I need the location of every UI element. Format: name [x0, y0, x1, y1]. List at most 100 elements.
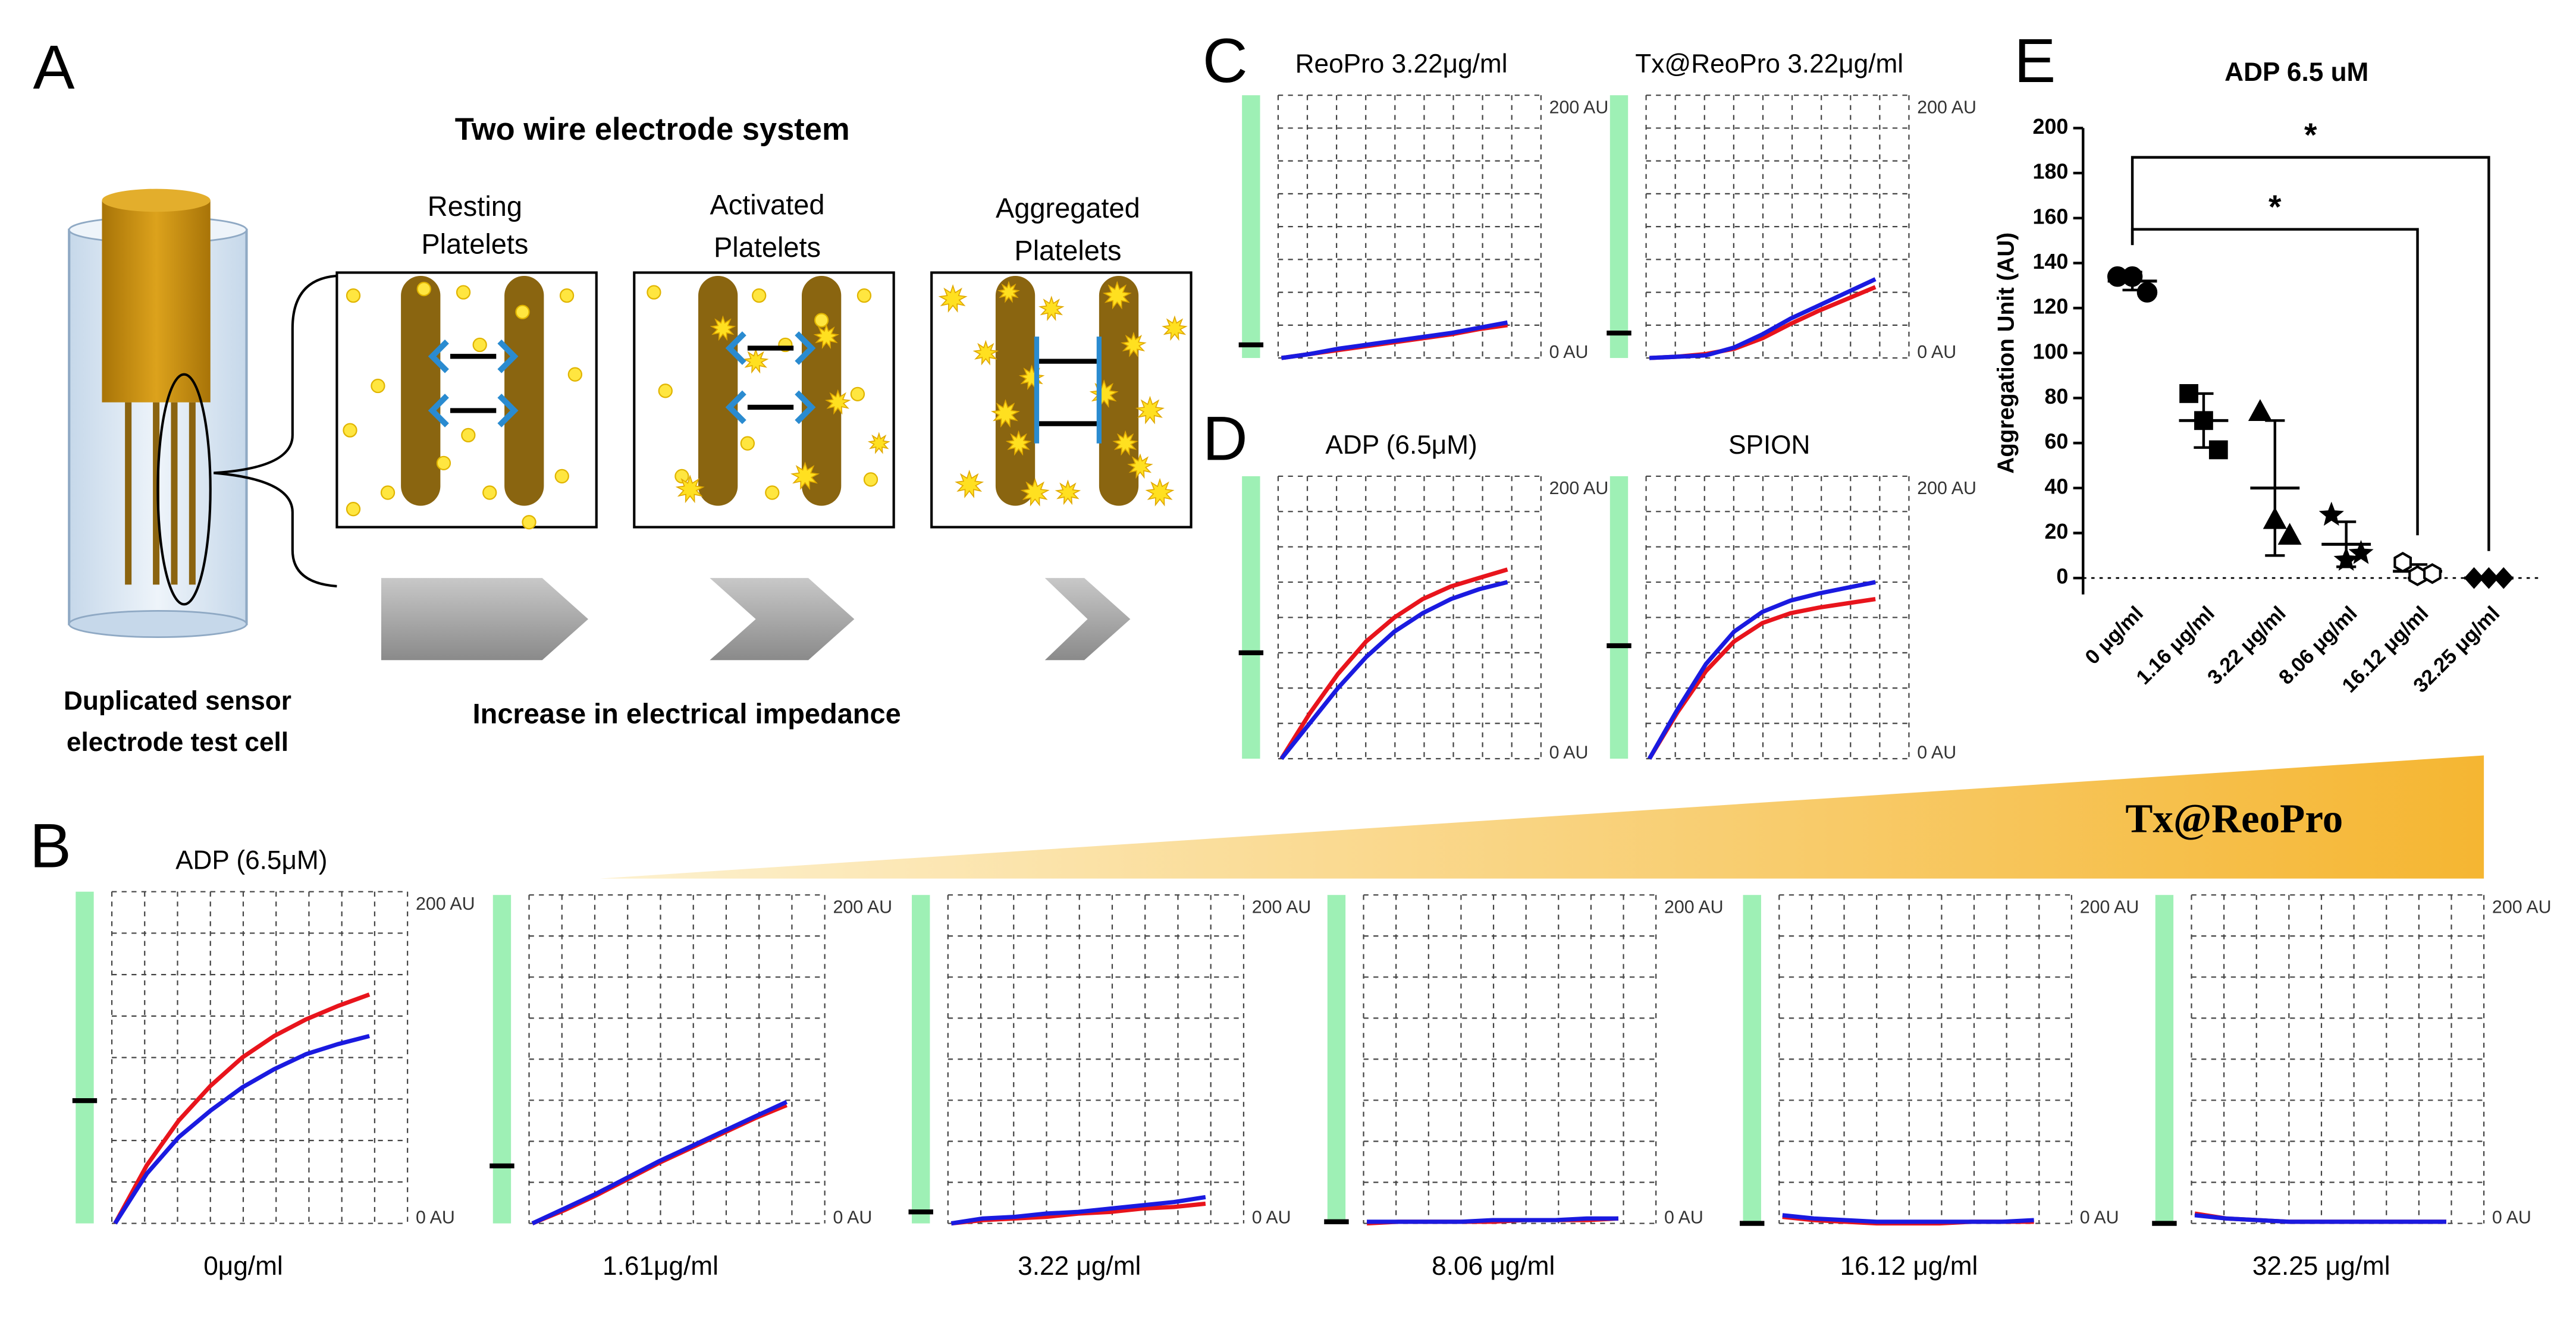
trace-title: ADP (6.5μM)	[1325, 430, 1477, 460]
trace-panel: 0 AU 200 AU ReoPro 3.22μg/ml	[1238, 49, 1608, 362]
binding	[725, 390, 816, 425]
activated-platelet	[867, 432, 890, 454]
y-tick-label: 0	[2056, 565, 2068, 589]
activated-platelet	[1121, 331, 1147, 357]
activated-platelet	[1145, 477, 1175, 507]
stage-label: Platelets	[714, 231, 821, 263]
platelet	[346, 502, 361, 517]
stage-label: Platelets	[1014, 235, 1121, 266]
data-point	[2136, 282, 2158, 303]
trace-line	[1279, 567, 1508, 760]
platelet	[647, 285, 661, 300]
binding	[428, 340, 519, 373]
level-bar	[1242, 476, 1260, 759]
y-tick-label: 200 AU	[1917, 478, 1976, 498]
significance-bracket	[2131, 156, 2490, 551]
data-point	[2348, 540, 2374, 564]
platelet	[346, 288, 361, 303]
activated-platelet	[972, 340, 999, 366]
stage-label: Activated	[710, 188, 824, 220]
panel-label: A	[33, 33, 74, 102]
platelet	[740, 436, 755, 451]
significance-bracket	[2131, 228, 2419, 536]
y-tick-label: 0 AU	[416, 1207, 455, 1227]
y-tick-label: 200	[2032, 115, 2068, 139]
platelet	[515, 304, 530, 319]
data-point	[2263, 507, 2287, 529]
trace-line	[1281, 320, 1508, 360]
trace-line	[1647, 580, 1876, 760]
y-tick-label: 140	[2032, 250, 2068, 274]
gradient-label: Tx@ReoPro	[2125, 796, 2343, 841]
trace-panel: 0 AU 200 AU ADP (6.5μM) 0μg/ml	[72, 846, 475, 1281]
activated-platelet	[990, 399, 1020, 428]
platelet	[567, 367, 583, 382]
trace-panel: 0 AU 200 AU 16.12 μg/ml	[1740, 894, 2139, 1281]
y-tick-label: 0 AU	[1549, 743, 1589, 763]
binding	[725, 331, 816, 365]
trace-line	[1649, 277, 1877, 360]
trace-caption: 0μg/ml	[203, 1252, 283, 1281]
panel-label: C	[1203, 26, 1248, 96]
trace-title: ADP (6.5μM)	[175, 846, 327, 875]
platelet	[472, 337, 487, 353]
y-tick-label: 180	[2032, 160, 2068, 184]
data-point	[2393, 552, 2412, 573]
y-axis-label: Aggregation Unit (AU)	[1993, 232, 2019, 474]
activated-platelet	[1005, 430, 1032, 456]
platelet	[436, 455, 451, 470]
y-tick-label: 0 AU	[1917, 743, 1956, 763]
platelet	[674, 469, 689, 484]
level-bar	[1743, 895, 1761, 1224]
y-tick-label: 0 AU	[1664, 1207, 1703, 1227]
y-tick-label: 200 AU	[1549, 478, 1609, 498]
y-tick-label: 40	[2044, 474, 2068, 498]
data-point	[2464, 567, 2484, 589]
stage-label: Resting	[428, 190, 522, 222]
level-bar	[76, 891, 94, 1224]
significance-label: *	[2304, 117, 2317, 153]
activated-platelet	[997, 281, 1020, 303]
y-tick-label: 20	[2044, 520, 2068, 543]
data-point	[2423, 563, 2442, 584]
trace-panel: 0 AU 200 AU 32.25 μg/ml	[2152, 894, 2552, 1281]
scatter-panel: ADP 6.5 uM Aggregation Unit (AU) 0 20 40 60 80…	[1993, 58, 2539, 697]
activated-platelet	[824, 389, 851, 415]
y-tick-label: 0 AU	[1917, 342, 1956, 362]
data-point	[2194, 411, 2213, 430]
platelet	[343, 423, 357, 438]
data-point	[2408, 565, 2427, 586]
trace-line	[531, 1099, 788, 1225]
panel-label: D	[1203, 404, 1248, 473]
trace-line	[1279, 580, 1508, 760]
y-tick-label: 60	[2044, 430, 2068, 454]
y-tick-label: 200 AU	[2080, 897, 2139, 917]
level-bar	[1242, 95, 1260, 359]
panel-label: E	[2014, 26, 2056, 96]
stage-label: Platelets	[421, 228, 528, 260]
platelet	[371, 378, 385, 394]
platelet	[522, 515, 536, 530]
activated-platelet	[710, 315, 736, 341]
y-tick-label: 200 AU	[416, 894, 475, 914]
activated-platelet	[1127, 453, 1153, 479]
level-bar	[1609, 476, 1629, 759]
platelet	[863, 472, 878, 487]
activated-platelet	[1112, 430, 1138, 456]
trace-caption: 32.25 μg/ml	[2252, 1252, 2390, 1281]
chart-title: ADP 6.5 uM	[2224, 58, 2368, 87]
level-bar	[492, 895, 512, 1224]
activated-platelet	[742, 348, 769, 374]
level-bar	[1327, 895, 1346, 1224]
trace-panel: 0 AU 200 AU 3.22 μg/ml	[908, 894, 1311, 1281]
trace-title: ReoPro 3.22μg/ml	[1295, 49, 1508, 78]
activated-platelet	[1102, 281, 1132, 310]
trace-panel: 0 AU 200 AU Tx@ReoPro 3.22μg/ml	[1607, 49, 1976, 362]
activated-platelet	[790, 461, 820, 491]
test-cell	[68, 188, 337, 638]
platelet	[850, 386, 865, 401]
trace-title: SPION	[1728, 430, 1810, 460]
level-bar	[1609, 95, 1629, 359]
